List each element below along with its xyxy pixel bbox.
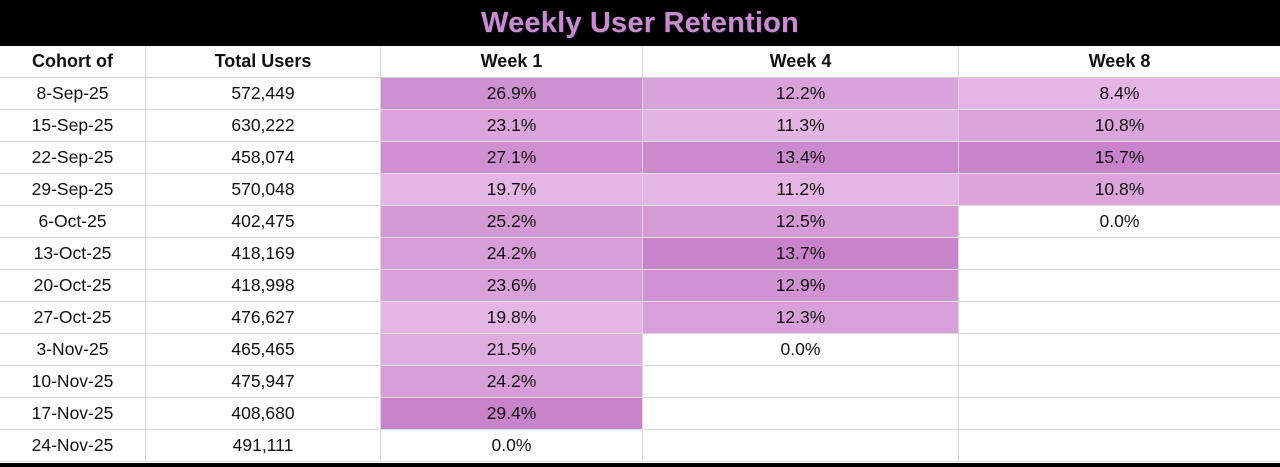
week4-cell: 13.4% — [642, 142, 958, 174]
week8-cell — [958, 430, 1280, 462]
table-row: 24-Nov-25 491,111 0.0% — [0, 430, 1280, 462]
week1-cell: 26.9% — [380, 78, 642, 110]
week8-cell — [958, 366, 1280, 398]
week4-cell — [642, 430, 958, 462]
week1-cell: 29.4% — [380, 398, 642, 430]
week8-cell: 0.0% — [958, 206, 1280, 238]
week4-cell: 12.9% — [642, 270, 958, 302]
week1-cell: 21.5% — [380, 334, 642, 366]
week1-cell: 19.8% — [380, 302, 642, 334]
header-row: Cohort of Total Users Week 1 Week 4 Week… — [0, 46, 1280, 78]
cohort-cell: 10-Nov-25 — [0, 366, 145, 398]
week8-cell: 8.4% — [958, 78, 1280, 110]
cohort-cell: 17-Nov-25 — [0, 398, 145, 430]
cohort-cell: 20-Oct-25 — [0, 270, 145, 302]
week1-cell: 0.0% — [380, 430, 642, 462]
week4-cell: 11.2% — [642, 174, 958, 206]
total-users-cell: 491,111 — [145, 430, 380, 462]
table-row: 3-Nov-25 465,465 21.5% 0.0% — [0, 334, 1280, 366]
week1-cell: 27.1% — [380, 142, 642, 174]
title-bar: Weekly User Retention — [0, 0, 1280, 46]
total-users-cell: 476,627 — [145, 302, 380, 334]
total-users-cell: 402,475 — [145, 206, 380, 238]
cohort-cell: 6-Oct-25 — [0, 206, 145, 238]
table-row: 22-Sep-25 458,074 27.1% 13.4% 15.7% — [0, 142, 1280, 174]
week1-cell: 25.2% — [380, 206, 642, 238]
table-row: 29-Sep-25 570,048 19.7% 11.2% 10.8% — [0, 174, 1280, 206]
week8-cell — [958, 398, 1280, 430]
week8-cell — [958, 334, 1280, 366]
table-row: 27-Oct-25 476,627 19.8% 12.3% — [0, 302, 1280, 334]
week4-cell: 12.3% — [642, 302, 958, 334]
total-users-cell: 418,998 — [145, 270, 380, 302]
cohort-cell: 24-Nov-25 — [0, 430, 145, 462]
week8-cell — [958, 238, 1280, 270]
table-row: 10-Nov-25 475,947 24.2% — [0, 366, 1280, 398]
week1-cell: 19.7% — [380, 174, 642, 206]
cohort-cell: 15-Sep-25 — [0, 110, 145, 142]
week8-cell: 10.8% — [958, 110, 1280, 142]
week8-cell: 10.8% — [958, 174, 1280, 206]
total-users-cell: 572,449 — [145, 78, 380, 110]
week8-cell — [958, 302, 1280, 334]
cohort-cell: 3-Nov-25 — [0, 334, 145, 366]
total-users-cell: 418,169 — [145, 238, 380, 270]
header-cohort: Cohort of — [0, 46, 145, 78]
week1-cell: 23.6% — [380, 270, 642, 302]
header-week1: Week 1 — [380, 46, 642, 78]
header-week4: Week 4 — [642, 46, 958, 78]
week4-cell: 12.2% — [642, 78, 958, 110]
week4-cell: 12.5% — [642, 206, 958, 238]
week1-cell: 24.2% — [380, 366, 642, 398]
week4-cell: 13.7% — [642, 238, 958, 270]
table-row: 15-Sep-25 630,222 23.1% 11.3% 10.8% — [0, 110, 1280, 142]
total-users-cell: 465,465 — [145, 334, 380, 366]
week8-cell — [958, 270, 1280, 302]
week4-cell: 0.0% — [642, 334, 958, 366]
cohort-cell: 27-Oct-25 — [0, 302, 145, 334]
bottom-border — [0, 463, 1280, 467]
total-users-cell: 408,680 — [145, 398, 380, 430]
table-body: 8-Sep-25 572,449 26.9% 12.2% 8.4% 15-Sep-25 63… — [0, 78, 1280, 462]
cohort-cell: 13-Oct-25 — [0, 238, 145, 270]
total-users-cell: 630,222 — [145, 110, 380, 142]
week4-cell — [642, 398, 958, 430]
week4-cell: 11.3% — [642, 110, 958, 142]
total-users-cell: 475,947 — [145, 366, 380, 398]
header-total-users: Total Users — [145, 46, 380, 78]
table-row: 13-Oct-25 418,169 24.2% 13.7% — [0, 238, 1280, 270]
cohort-cell: 22-Sep-25 — [0, 142, 145, 174]
total-users-cell: 458,074 — [145, 142, 380, 174]
header-week8: Week 8 — [958, 46, 1280, 78]
cohort-cell: 29-Sep-25 — [0, 174, 145, 206]
week1-cell: 24.2% — [380, 238, 642, 270]
table-row: 17-Nov-25 408,680 29.4% — [0, 398, 1280, 430]
cohort-cell: 8-Sep-25 — [0, 78, 145, 110]
table-row: 8-Sep-25 572,449 26.9% 12.2% 8.4% — [0, 78, 1280, 110]
page-title: Weekly User Retention — [481, 6, 799, 39]
total-users-cell: 570,048 — [145, 174, 380, 206]
week8-cell: 15.7% — [958, 142, 1280, 174]
week4-cell — [642, 366, 958, 398]
week1-cell: 23.1% — [380, 110, 642, 142]
table-row: 6-Oct-25 402,475 25.2% 12.5% 0.0% — [0, 206, 1280, 238]
table-row: 20-Oct-25 418,998 23.6% 12.9% — [0, 270, 1280, 302]
